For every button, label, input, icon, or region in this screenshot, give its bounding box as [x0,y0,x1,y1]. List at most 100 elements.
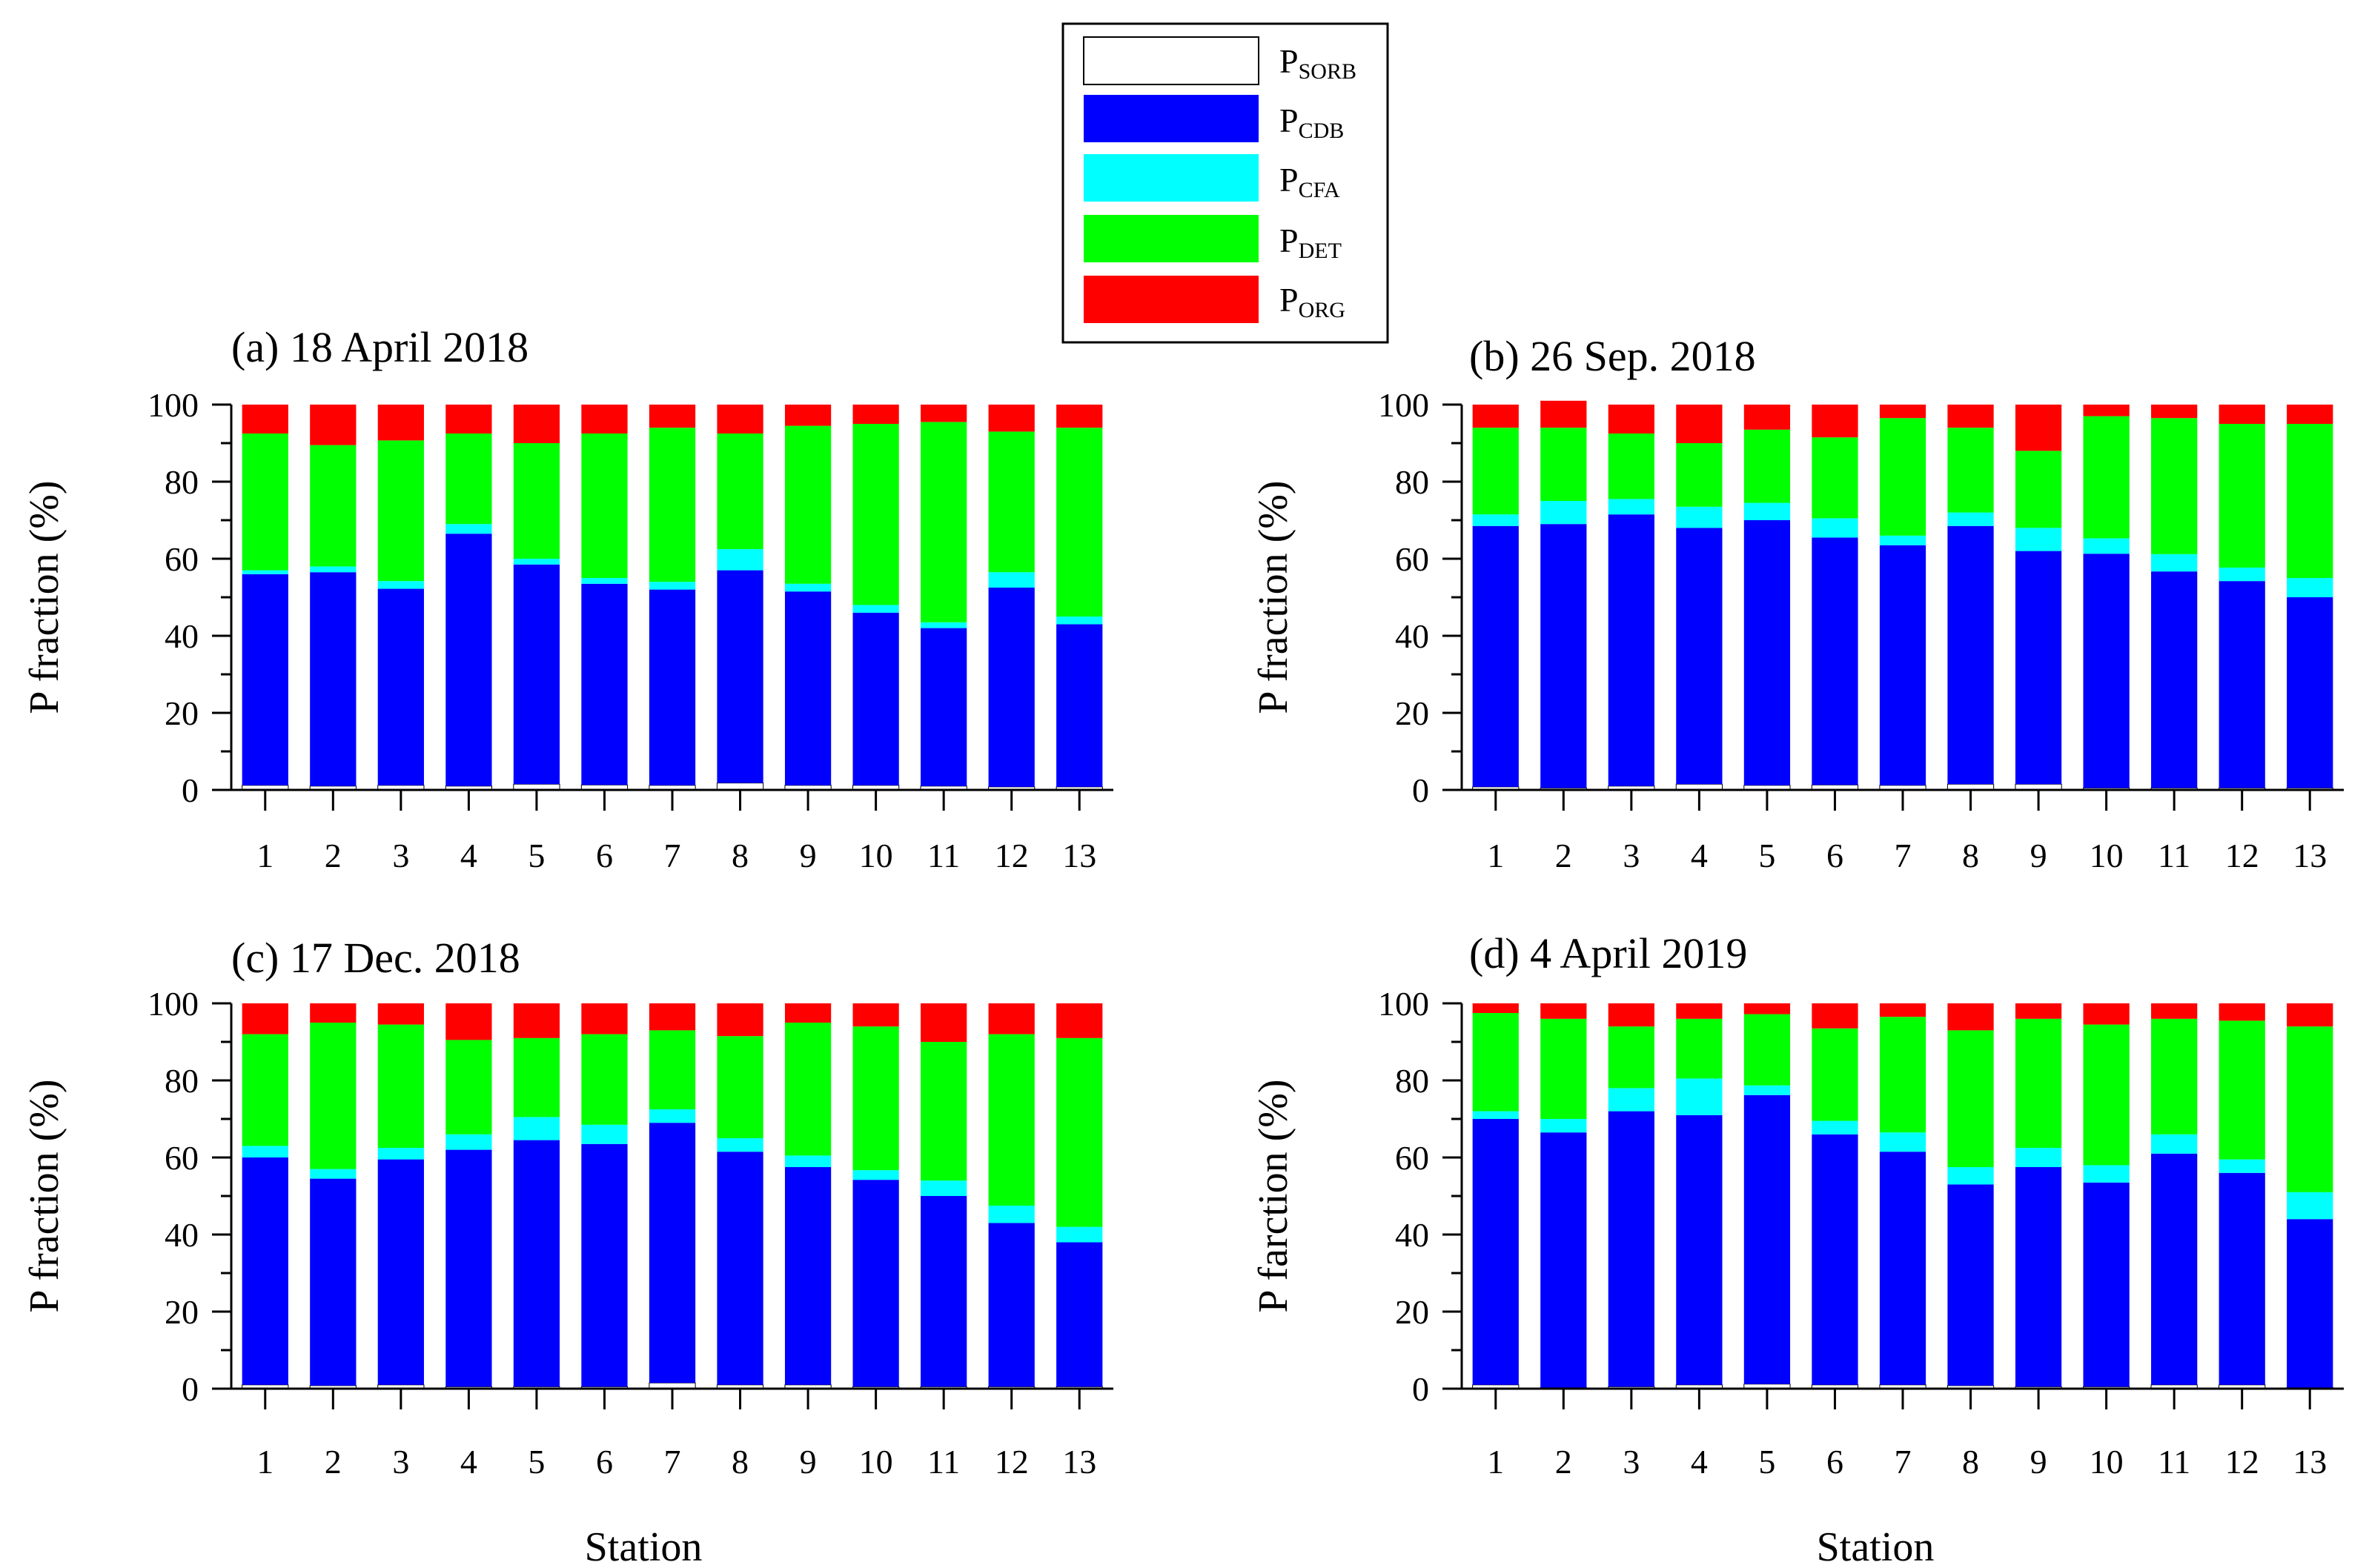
bar-segment-d-org-station-8 [1947,1003,1994,1031]
bar-segment-d-org-station-3 [1608,1003,1654,1027]
x-tick-label-a-7: 7 [664,837,681,874]
bar-segment-a-det-station-8 [717,433,763,549]
bar-segment-c-cdb-station-5 [513,1140,560,1387]
x-tick-label-b-1: 1 [1487,837,1504,874]
x-tick-label-d-12: 12 [2225,1443,2259,1481]
bar-segment-a-cdb-station-7 [649,589,696,785]
bar-segment-d-cdb-station-5 [1743,1094,1791,1384]
y-tick-label-a-40: 40 [165,617,199,655]
x-tick-label-b-2: 2 [1555,837,1572,874]
bar-segment-c-org-station-9 [784,1003,832,1023]
panel-title-d: (d) 4 April 2019 [1469,929,1747,977]
bar-segment-b-org-station-1 [1472,405,1519,428]
bar-segment-d-org-station-10 [2083,1003,2130,1025]
y-tick-label-c-100: 100 [148,985,199,1023]
legend-label-sorb-sub: SORB [1299,59,1356,84]
legend-label-cdb: PCDB [1279,102,1344,143]
bar-segment-c-org-station-8 [717,1003,763,1037]
y-axis-label-c: P fraction (%) [21,1079,67,1312]
bar-segment-d-det-station-8 [1947,1030,1994,1167]
bar-segment-b-cfa-station-3 [1608,499,1654,515]
x-tick-label-d-7: 7 [1895,1443,1912,1481]
x-tick-label-d-1: 1 [1487,1443,1504,1481]
bar-segment-c-cfa-station-2 [310,1169,357,1179]
bar-segment-d-cdb-station-12 [2219,1172,2265,1385]
bar-segment-d-org-station-9 [2015,1003,2062,1019]
x-tick-label-c-12: 12 [995,1443,1029,1481]
y-tick-label-c-20: 20 [165,1293,199,1331]
bar-segment-c-det-station-8 [717,1036,763,1138]
bar-segment-b-cdb-station-6 [1812,537,1858,785]
legend-entry-org: PORG [1084,276,1345,323]
bar-segment-a-det-station-10 [852,424,899,605]
bar-segment-a-org-station-2 [310,405,357,445]
y-tick-label-b-20: 20 [1395,694,1429,732]
bar-segment-d-det-station-6 [1812,1028,1858,1121]
bar-segment-d-cdb-station-1 [1472,1119,1519,1385]
bar-segment-b-cdb-station-11 [2151,571,2198,788]
x-tick-label-d-8: 8 [1962,1443,1979,1481]
y-tick-label-b-80: 80 [1395,463,1429,501]
x-tick-label-d-10: 10 [2090,1443,2124,1481]
bar-segment-a-org-station-8 [717,405,763,433]
bar-segment-d-cdb-station-8 [1947,1184,1994,1386]
x-tick-label-c-6: 6 [596,1443,613,1481]
bar-segment-b-det-station-4 [1676,443,1723,507]
bar-segment-a-det-station-2 [310,445,357,567]
bar-segment-b-cdb-station-12 [2219,581,2265,788]
bar-segment-b-cfa-station-1 [1472,514,1519,526]
bar-segment-d-det-station-11 [2151,1018,2198,1135]
x-tick-label-c-9: 9 [800,1443,817,1481]
bar-segment-c-cdb-station-1 [242,1157,288,1385]
x-tick-label-b-6: 6 [1826,837,1843,874]
bar-segment-d-org-station-11 [2151,1003,2198,1019]
bar-segment-a-cfa-station-6 [581,578,628,584]
bar-segment-b-det-station-3 [1608,433,1654,499]
bar-segment-d-cfa-station-4 [1676,1078,1723,1115]
bar-segment-b-cfa-station-9 [2015,528,2062,551]
bar-segment-c-org-station-1 [242,1003,288,1034]
bar-segment-d-det-station-7 [1879,1017,1926,1133]
bar-segment-a-cdb-station-4 [445,534,492,786]
legend-label-sorb: PSORB [1279,42,1356,84]
x-tick-label-a-3: 3 [392,837,409,874]
bar-segment-b-org-station-8 [1947,405,1994,428]
x-tick-label-a-5: 5 [528,837,545,874]
y-tick-label-d-80: 80 [1395,1062,1429,1100]
bar-segment-a-org-station-4 [445,405,492,433]
bar-segment-a-org-station-5 [513,405,560,443]
y-tick-label-c-0: 0 [182,1370,199,1408]
bar-segment-a-cfa-station-9 [784,583,832,592]
bar-segment-b-cdb-station-8 [1947,525,1994,785]
bar-segment-b-det-station-13 [2287,424,2333,578]
bar-segment-c-cfa-station-13 [1056,1226,1103,1243]
legend-entry-det: PDET [1084,215,1342,263]
bar-segment-d-cdb-station-3 [1608,1111,1654,1387]
bar-segment-b-org-station-2 [1540,400,1587,428]
x-tick-label-c-10: 10 [859,1443,893,1481]
x-axis-title-left: Station [585,1524,703,1568]
bar-segment-c-cdb-station-13 [1056,1242,1103,1387]
bar-segment-c-det-station-2 [310,1023,357,1169]
bar-segment-c-org-station-7 [649,1003,696,1031]
x-tick-label-c-1: 1 [256,1443,274,1481]
bar-segment-c-cfa-station-8 [717,1138,763,1152]
bar-segment-b-org-station-6 [1812,405,1858,438]
bar-segment-a-cfa-station-8 [717,549,763,571]
y-tick-label-d-40: 40 [1395,1216,1429,1254]
bar-segment-a-det-station-1 [242,433,288,571]
bar-segment-a-org-station-6 [581,405,628,433]
legend-label-cfa: PCFA [1279,161,1340,202]
legend-entry-sorb: PSORB [1083,36,1356,85]
bar-segment-a-cdb-station-5 [513,564,560,785]
bar-segment-d-cfa-station-2 [1540,1119,1587,1133]
bar-segment-b-det-station-10 [2083,416,2130,539]
y-tick-label-b-40: 40 [1395,617,1429,655]
x-tick-label-b-3: 3 [1623,837,1640,874]
bar-segment-b-cdb-station-7 [1879,545,1926,785]
x-tick-label-d-3: 3 [1623,1443,1640,1481]
bar-segment-a-cfa-station-11 [921,622,967,628]
bar-segment-d-org-station-6 [1812,1003,1858,1029]
y-tick-label-a-80: 80 [165,463,199,501]
